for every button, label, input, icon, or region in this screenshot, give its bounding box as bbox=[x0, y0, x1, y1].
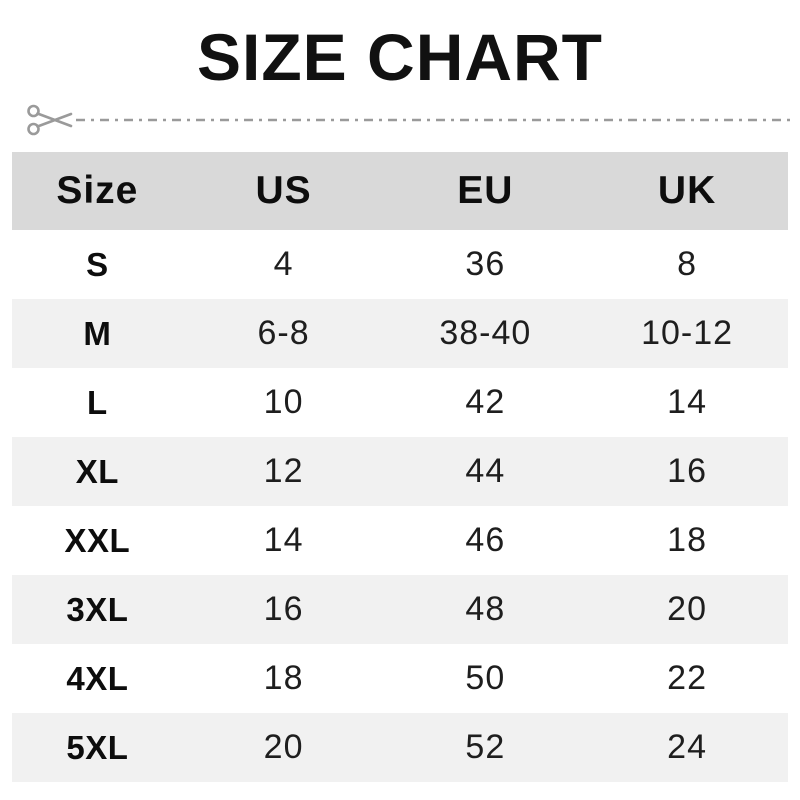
cell-eu: 48 bbox=[465, 590, 506, 628]
dashed-cut-line bbox=[76, 118, 792, 122]
cell-eu: 46 bbox=[465, 521, 506, 559]
cell-size: 5XL bbox=[66, 728, 129, 766]
cell-us: 20 bbox=[263, 728, 304, 766]
cell-uk: 24 bbox=[667, 728, 707, 766]
cell-size: 4XL bbox=[66, 659, 129, 697]
cut-line bbox=[26, 100, 792, 140]
cell-eu: 44 bbox=[465, 452, 506, 490]
table-row: S 4 36 8 bbox=[12, 230, 788, 299]
cell-eu: 50 bbox=[465, 659, 506, 697]
cell-size: L bbox=[87, 383, 108, 421]
table-row: L 10 42 14 bbox=[12, 368, 788, 437]
cell-eu: 38-40 bbox=[439, 314, 532, 352]
cell-us: 16 bbox=[263, 590, 304, 628]
page-title: SIZE CHART bbox=[197, 20, 603, 94]
size-chart-table: Size US EU UK S 4 36 8 M 6-8 38-40 10-12… bbox=[12, 152, 788, 782]
table-row: 3XL 16 48 20 bbox=[12, 575, 788, 644]
table-row: XXL 14 46 18 bbox=[12, 506, 788, 575]
cell-size: 3XL bbox=[66, 590, 129, 628]
cell-uk: 20 bbox=[667, 590, 707, 628]
table-body: S 4 36 8 M 6-8 38-40 10-12 L 10 42 14 XL… bbox=[12, 230, 788, 782]
column-header-us: US bbox=[255, 169, 312, 212]
cell-us: 18 bbox=[263, 659, 304, 697]
table-row: XL 12 44 16 bbox=[12, 437, 788, 506]
scissors-icon bbox=[27, 104, 73, 136]
cell-uk: 22 bbox=[667, 659, 707, 697]
cell-uk: 14 bbox=[667, 383, 707, 421]
cell-eu: 42 bbox=[465, 383, 506, 421]
cell-uk: 16 bbox=[667, 452, 707, 490]
cell-size: XXL bbox=[64, 521, 131, 559]
cell-us: 6-8 bbox=[257, 314, 310, 352]
cell-uk: 8 bbox=[677, 245, 698, 283]
cell-uk: 10-12 bbox=[641, 314, 734, 352]
column-header-size: Size bbox=[56, 169, 139, 212]
cell-us: 4 bbox=[273, 245, 294, 283]
column-header-uk: UK bbox=[657, 169, 717, 212]
cell-us: 12 bbox=[263, 452, 304, 490]
cell-uk: 18 bbox=[667, 521, 707, 559]
table-header-row: Size US EU UK bbox=[12, 152, 788, 230]
cell-size: S bbox=[86, 245, 109, 283]
cell-size: M bbox=[83, 314, 112, 352]
table-row: 5XL 20 52 24 bbox=[12, 713, 788, 782]
cell-us: 14 bbox=[263, 521, 304, 559]
column-header-eu: EU bbox=[457, 169, 514, 212]
table-row: M 6-8 38-40 10-12 bbox=[12, 299, 788, 368]
cell-us: 10 bbox=[263, 383, 304, 421]
cell-eu: 52 bbox=[465, 728, 506, 766]
cell-eu: 36 bbox=[465, 245, 506, 283]
cell-size: XL bbox=[75, 452, 119, 490]
table-row: 4XL 18 50 22 bbox=[12, 644, 788, 713]
